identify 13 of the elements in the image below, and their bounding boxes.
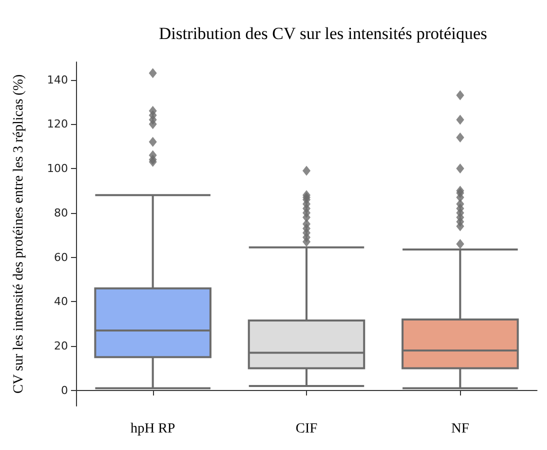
chart-title: Distribution des CV sur les intensités protéiques [158,24,488,43]
y-tick-label: 0 [61,384,68,397]
y-axis-title: CV sur les intensité des protéines entre les 3 réplicas (%) [12,74,26,394]
y-tick-label: 120 [47,118,68,131]
y-tick-label: 60 [54,250,68,264]
x-tick-label: CIF [296,422,318,436]
y-tick-label: 40 [54,295,68,308]
x-tick-label: hpH RP [130,422,176,436]
y-tick-label: 140 [47,73,68,86]
x-tick-label: NF [451,422,470,436]
y-tick-label: 20 [54,340,68,353]
y-tick-label: 80 [54,206,68,220]
y-tick-label: 100 [47,162,68,176]
